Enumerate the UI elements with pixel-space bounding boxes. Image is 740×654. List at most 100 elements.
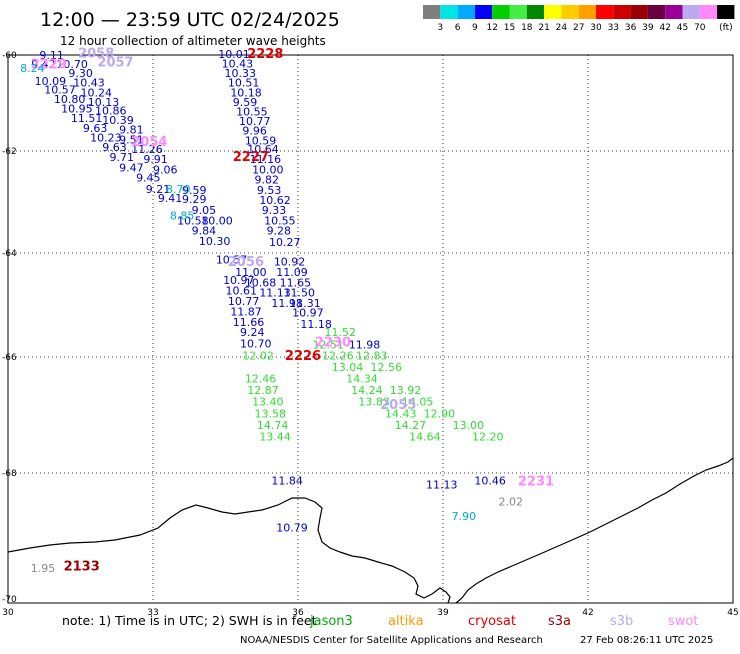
wave-height-value: 12.87 xyxy=(247,384,279,397)
wave-height-value: 9.63 xyxy=(83,122,108,135)
colorbar-unit: (ft) xyxy=(719,23,733,33)
colorbar-swatch xyxy=(561,5,579,19)
lon-tick-label: 33 xyxy=(147,608,158,618)
colorbar-label: 6 xyxy=(455,23,461,33)
map-subtitle: 12 hour collection of altimeter wave hei… xyxy=(60,34,326,48)
wave-height-value: 10.92 xyxy=(274,255,306,268)
pass-number-label: 2227 xyxy=(233,150,269,165)
antarctic-coastline xyxy=(7,457,734,604)
wave-height-value: 12.90 xyxy=(424,407,456,420)
colorbar-swatch xyxy=(423,5,441,19)
wave-height-value: 10.77 xyxy=(228,295,259,308)
colorbar-swatch xyxy=(647,5,666,19)
wave-height-value: 11.09 xyxy=(276,266,308,279)
pass-number-label: 2057 xyxy=(97,56,133,71)
colorbar-label: 42 xyxy=(659,23,670,33)
lon-tick-label: 45 xyxy=(727,608,738,618)
wave-height-value: 11.52 xyxy=(325,326,357,339)
pass-number-label: 2058 xyxy=(78,46,114,61)
wave-height-value: 9.91 xyxy=(143,153,168,166)
lat-tick-label: -64 xyxy=(2,249,17,259)
wave-height-value: 10.39 xyxy=(102,114,134,127)
wave-height-value: 13.83 xyxy=(358,396,390,409)
wave-height-value: 9.53 xyxy=(257,184,282,197)
lat-tick-label: -62 xyxy=(2,147,17,157)
wave-height-value: 10.70 xyxy=(240,338,272,351)
wave-height-value: 11.98 xyxy=(349,339,381,352)
colorbar-swatch xyxy=(492,5,510,19)
colorbar-legend: 3 6 9 12 15 18 21 24 27 30 33 36 39 42 45 70 (ft) xyxy=(423,5,735,33)
pass-number-label: 2056 xyxy=(228,255,264,270)
colorbar-swatch xyxy=(526,5,545,19)
lon-tick-label: 42 xyxy=(582,608,593,618)
lat-tick-label: -66 xyxy=(2,353,17,363)
wave-height-value: 12.46 xyxy=(245,373,277,386)
wave-height-value: 10.97 xyxy=(223,274,255,287)
wave-height-value: 11.26 xyxy=(131,143,163,156)
grid-lines xyxy=(8,55,733,603)
wave-height-value: 14.34 xyxy=(346,373,378,386)
wave-height-value: 9.96 xyxy=(242,125,267,138)
wave-height-value: 9.63 xyxy=(102,141,127,154)
wave-height-value: 9.41 xyxy=(158,192,183,205)
wave-height-value: 14.43 xyxy=(385,407,417,420)
wave-height-value: 10.58 xyxy=(177,214,209,227)
colorbar-label: 36 xyxy=(625,23,637,33)
wave-height-value: 14.24 xyxy=(351,384,383,397)
wave-height-value: 12.56 xyxy=(370,361,402,374)
wave-height-value: 10.95 xyxy=(61,103,92,116)
wave-height-value: 14.27 xyxy=(395,419,427,432)
wave-height-value: 9.05 xyxy=(192,204,217,217)
colorbar-label: 39 xyxy=(642,23,654,33)
wave-height-value: 10.70 xyxy=(56,58,88,71)
wave-height-value: 11.84 xyxy=(271,475,303,488)
wave-height-value: 10.09 xyxy=(35,75,66,88)
lon-tick-label: 30 xyxy=(2,608,14,618)
wave-height-value: 10.30 xyxy=(199,235,231,248)
pass-number-label: 2231 xyxy=(518,474,554,489)
wave-height-value: 10.13 xyxy=(88,96,120,109)
wave-height-value: 10.23 xyxy=(90,131,122,144)
satellite-legend-s3a: s3a xyxy=(548,614,571,629)
wave-height-value: 11.00 xyxy=(235,266,267,279)
lon-tick-label: 39 xyxy=(437,608,449,618)
satellite-legend-cryosat: cryosat xyxy=(468,614,516,629)
wave-height-value: 10.51 xyxy=(228,77,259,90)
colorbar-label: 21 xyxy=(538,23,549,33)
wave-height-value: 7.90 xyxy=(452,510,477,523)
wave-height-value: 9.29 xyxy=(182,193,207,206)
wave-height-value: 10.77 xyxy=(239,115,271,128)
wave-height-value: 10.00 xyxy=(201,214,233,227)
wave-height-value: 10.80 xyxy=(54,93,85,106)
wave-height-value: 8.24 xyxy=(20,62,45,75)
lat-tick-label: -60 xyxy=(2,51,17,61)
colorbar-swatch xyxy=(457,5,475,19)
colorbar-swatch xyxy=(682,5,700,19)
lon-tick-label: 36 xyxy=(292,608,304,618)
wave-height-value: 11.18 xyxy=(300,318,332,331)
wave-height-value: 12.02 xyxy=(242,349,274,362)
wave-height-value: 9.28 xyxy=(267,225,292,238)
colorbar-swatch xyxy=(544,5,562,19)
wave-height-value: 9.33 xyxy=(262,204,287,217)
wave-height-value: 10.43 xyxy=(73,77,105,90)
pass-number-label: 2226 xyxy=(285,349,321,364)
colorbar-swatch xyxy=(509,5,527,19)
wave-height-value: 10.55 xyxy=(236,105,268,118)
wave-height-value: 10.86 xyxy=(95,105,127,118)
wave-height-value: 10.61 xyxy=(225,285,256,298)
wave-height-value: 9.21 xyxy=(146,183,171,196)
longitude-tick-labels: 30 33 36 39 42 45 xyxy=(2,608,738,618)
colorbar-label: 9 xyxy=(472,23,478,33)
lat-tick-label: -70 xyxy=(2,595,17,605)
wave-height-value: 12.26 xyxy=(322,349,354,362)
wave-height-value: 10.55 xyxy=(264,214,296,227)
colorbar-label: 30 xyxy=(590,23,602,33)
wave-height-value: 9.30 xyxy=(68,67,93,80)
wave-height-value: 10.33 xyxy=(225,67,257,80)
wave-height-value: 11.65 xyxy=(280,276,312,289)
wave-height-value: 9.45 xyxy=(136,172,161,185)
colorbar-swatch xyxy=(630,5,648,19)
wave-height-value: 10.79 xyxy=(276,522,308,535)
wave-height-value: 9.59 xyxy=(233,96,258,109)
